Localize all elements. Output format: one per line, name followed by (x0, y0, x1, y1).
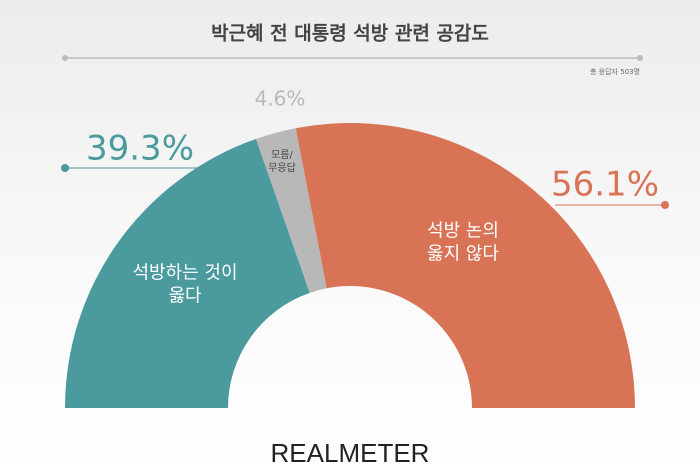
value-label: 56.1% (551, 165, 659, 205)
slice (255, 128, 327, 293)
value-label: 39.3% (86, 129, 194, 169)
slice-label: 석방하는 것이 옳다 (132, 262, 238, 307)
watermark: 경향신문 (41, 425, 115, 449)
slice (295, 122, 635, 408)
slice-label: 석방 논의 옳지 않다 (427, 220, 499, 265)
value-label: 4.6% (255, 87, 306, 111)
source-logo: REALMETER (271, 438, 430, 468)
rule-dot (637, 55, 643, 61)
rule-dot (62, 55, 68, 61)
chart-subtitle: 총 응답자 503명 (590, 67, 640, 76)
leader-dot (661, 201, 669, 209)
chart-title: 박근혜 전 대통령 석방 관련 공감도 (211, 23, 489, 45)
slice-label: 모름/ 무응답 (268, 150, 296, 174)
slice (65, 138, 310, 408)
leader-dot (61, 164, 69, 172)
